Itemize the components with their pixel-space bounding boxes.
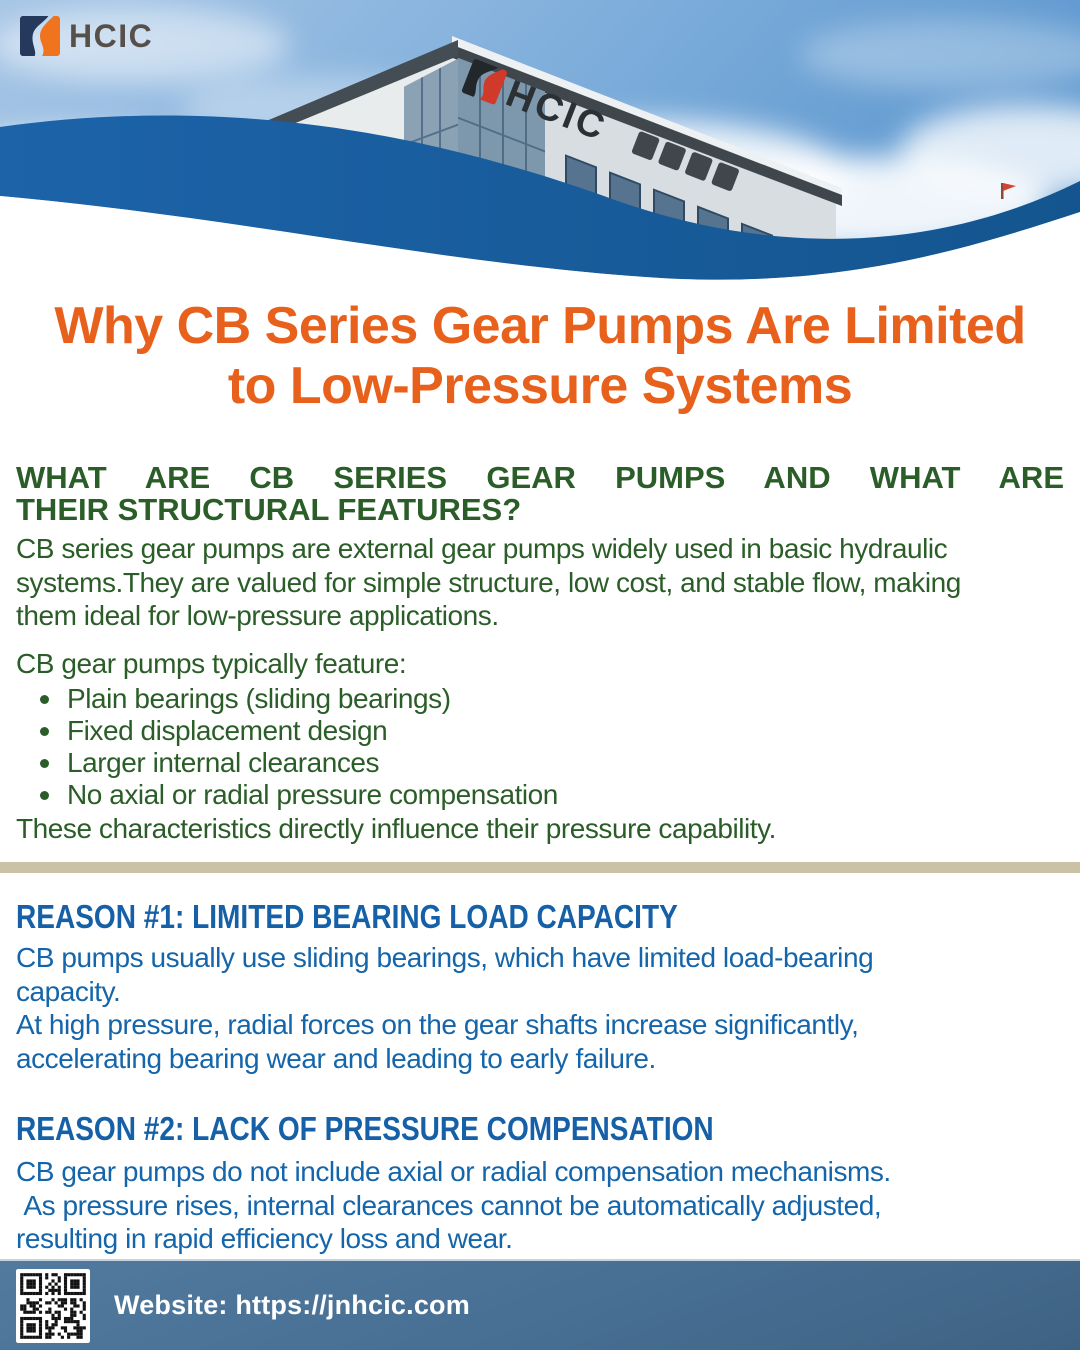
- wave-white: [0, 196, 1080, 290]
- features-list-intro: CB gear pumps typically feature:: [16, 647, 407, 679]
- reason-1-body: CB pumps usually use sliding bearings, w…: [16, 942, 874, 1074]
- title-line-2: to Low-Pressure Systems: [227, 357, 853, 415]
- list-item: Plain bearings (sliding bearings): [16, 683, 1064, 715]
- website-text: Website: https://jnhcic.com: [114, 1290, 470, 1320]
- qr-code: [16, 1268, 90, 1343]
- building-photo: HCIC: [0, 0, 1080, 290]
- hcic-logo-icon: [20, 16, 60, 56]
- wave-band: [0, 115, 1080, 280]
- brand-logo-text: HCIC: [69, 17, 154, 54]
- green-closing-text: These characteristics directly influence…: [16, 813, 776, 844]
- green-section-heading: WHAT ARE CB SERIES GEAR PUMPS AND WHAT A…: [16, 462, 1064, 525]
- building-sign-cn-blocks: [631, 131, 739, 191]
- features-list: Plain bearings (sliding bearings) Fixed …: [16, 683, 1064, 811]
- green-heading-line-2: THEIR STRUCTURAL FEATURES?: [16, 491, 522, 527]
- section-divider: [0, 862, 1080, 873]
- list-item: No axial or radial pressure compensation: [16, 779, 1064, 811]
- green-paragraph: CB series gear pumps are external gear p…: [16, 533, 961, 631]
- reason-1-heading: REASON #1: LIMITED BEARING LOAD CAPACITY: [16, 898, 678, 935]
- list-item: Larger internal clearances: [16, 747, 1064, 779]
- section-structural-features: WHAT ARE CB SERIES GEAR PUMPS AND WHAT A…: [0, 462, 1080, 845]
- footer-bar: Website: https://jnhcic.com: [0, 1259, 1080, 1350]
- rooftop-flag: [1001, 183, 1016, 199]
- title-line-1: Why CB Series Gear Pumps Are Limited: [54, 297, 1026, 355]
- hero-header: HCIC: [0, 0, 1080, 290]
- page-title: Why CB Series Gear Pumps Are Limited to …: [0, 296, 1080, 416]
- reason-2-body: CB gear pumps do not include axial or ra…: [16, 1156, 891, 1254]
- section-reasons: REASON #1: LIMITED BEARING LOAD CAPACITY…: [0, 899, 1080, 1256]
- brand-logo: HCIC: [20, 16, 153, 56]
- green-heading-line-1: WHAT ARE CB SERIES GEAR PUMPS AND WHAT A…: [16, 460, 1064, 495]
- list-item: Fixed displacement design: [16, 715, 1064, 747]
- reason-2-heading: REASON #2: LACK OF PRESSURE COMPENSATION: [16, 1110, 714, 1147]
